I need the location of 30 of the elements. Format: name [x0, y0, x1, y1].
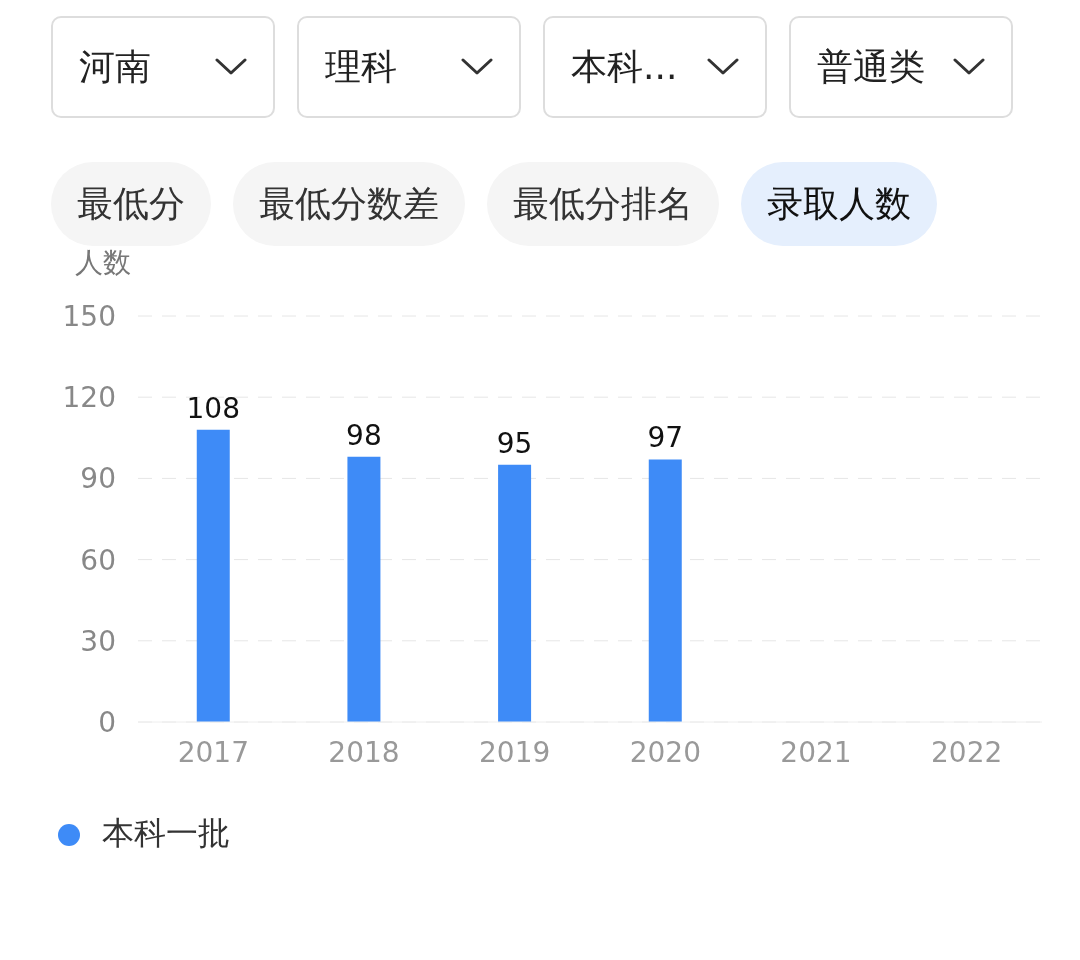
tab: 最低分 — [51, 162, 211, 246]
y-tick-label: 0 — [98, 705, 116, 739]
dropdown: 河南 — [51, 16, 275, 118]
x-tick-label: 2018 — [328, 735, 400, 769]
dropdown: 理科 — [297, 16, 521, 118]
tab: 录取人数 — [741, 162, 937, 246]
data-label: 98 — [346, 418, 382, 452]
bar — [196, 429, 230, 722]
data-label: 108 — [186, 391, 240, 425]
dropdown: 本科... — [543, 16, 767, 118]
legend-label: 本科一批 — [102, 814, 230, 852]
data-label: 97 — [647, 421, 684, 455]
x-tick-label: 2020 — [629, 735, 701, 769]
y-tick-label: 120 — [62, 381, 116, 415]
bar — [498, 464, 532, 722]
x-tick-label: 2021 — [780, 735, 852, 769]
y-tick-label: 90 — [80, 462, 116, 496]
dropdown: 普通类 — [789, 16, 1013, 118]
x-tick-label: 2019 — [479, 735, 551, 769]
bar — [347, 456, 381, 722]
x-tick-label: 2022 — [931, 735, 1003, 769]
tab: 最低分数差 — [233, 162, 465, 246]
tab: 最低分排名 — [487, 162, 719, 246]
y-axis-title: 人数 — [75, 246, 131, 279]
y-tick-label: 60 — [80, 543, 116, 577]
y-tick-label: 150 — [62, 299, 116, 333]
data-label: 95 — [496, 426, 533, 460]
y-tick-label: 30 — [80, 624, 116, 658]
bar — [648, 459, 682, 722]
x-tick-label: 2017 — [177, 735, 249, 769]
